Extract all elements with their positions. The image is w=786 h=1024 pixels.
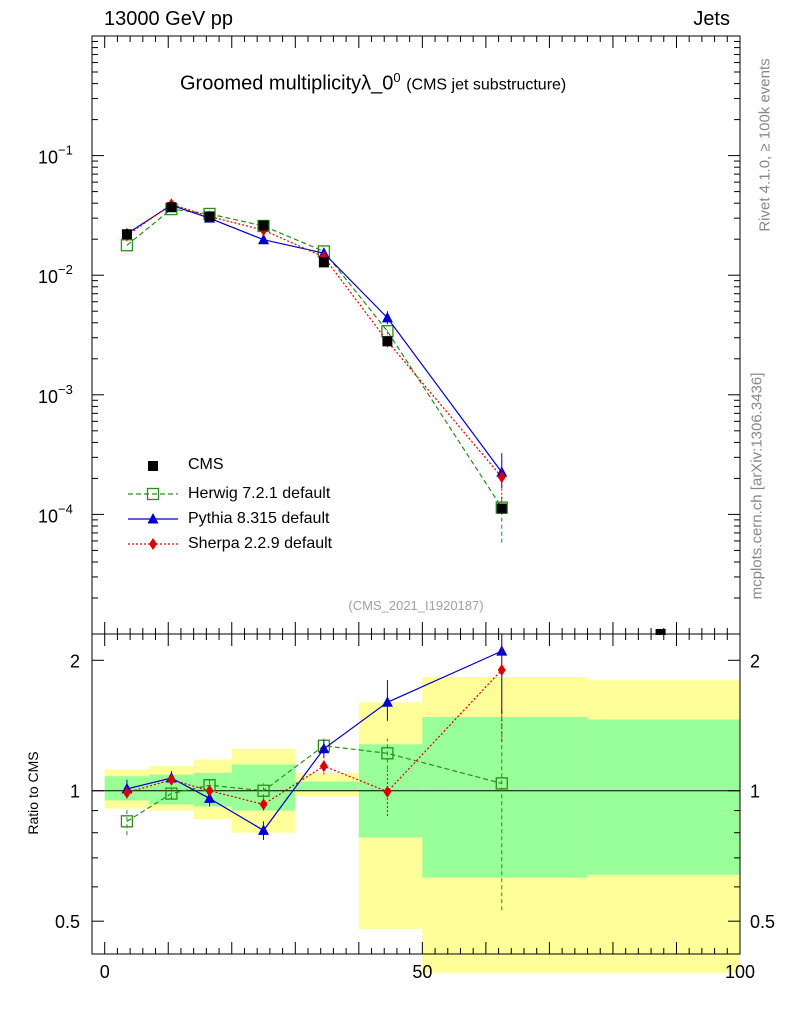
sherpa-marker xyxy=(383,785,392,798)
legend-label-sherpa: Sherpa 2.2.9 default xyxy=(188,535,333,552)
cms-marker xyxy=(121,229,132,240)
x-tick-label: 50 xyxy=(412,962,432,982)
y-tick-label-ratio: 1 xyxy=(70,782,80,802)
sherpa-marker xyxy=(497,663,506,676)
sherpa-marker xyxy=(122,786,131,799)
pythia-line xyxy=(126,204,503,473)
y-tick-label-ratio: 2 xyxy=(70,651,80,671)
pythia-marker xyxy=(381,311,393,323)
cms-marker xyxy=(382,336,393,347)
side-version-label: Rivet 4.1.0, ≥ 100k events xyxy=(756,58,774,232)
y-tick-label-main: 10−1 xyxy=(38,143,73,168)
analysis-id: (CMS_2021_I1920187) xyxy=(348,598,484,613)
y-tick-label-ratio: 2 xyxy=(750,651,760,671)
chart-title-main: Groomed multiplicityλ_0 xyxy=(180,72,394,95)
y-tick-label-ratio: 1 xyxy=(750,782,760,802)
herwig-marker xyxy=(257,784,270,797)
cms-series xyxy=(121,202,507,514)
cms-marker xyxy=(166,202,177,213)
herwig-marker xyxy=(146,487,160,501)
legend-label-pythia: Pythia 8.315 default xyxy=(188,510,330,527)
sherpa-marker xyxy=(167,773,176,786)
header-energy: 13000 GeV pp xyxy=(104,8,233,30)
ratio-band-inner xyxy=(295,781,359,791)
cms-marker xyxy=(318,257,329,268)
header-category: Jets xyxy=(693,8,730,30)
pythia-marker xyxy=(258,824,270,835)
chart-title-superscript: 0 xyxy=(393,70,401,85)
y-tick-label-ratio: 0.5 xyxy=(55,912,80,932)
cms-overflow-marker xyxy=(655,629,666,635)
sherpa-marker xyxy=(259,798,268,811)
sherpa-marker xyxy=(497,471,506,484)
ratio-axis-label: Ratio to CMS xyxy=(25,751,41,835)
y-tick-label-ratio: 0.5 xyxy=(750,912,775,932)
chart-title-sub: (CMS jet substructure) xyxy=(406,76,567,94)
herwig-marker xyxy=(120,815,134,828)
sherpa-marker xyxy=(205,784,214,797)
x-tick-label: 0 xyxy=(100,962,110,982)
side-url-label: mcplots.cern.ch [arXiv:1306.3436] xyxy=(748,372,766,600)
herwig-marker xyxy=(495,777,508,790)
sherpa-marker xyxy=(149,538,157,550)
pythia-series xyxy=(121,199,508,489)
y-tick-label-main: 10−2 xyxy=(38,262,73,287)
pythia-marker xyxy=(318,742,330,754)
ratio-band-inner xyxy=(422,716,588,878)
sherpa-line xyxy=(126,203,503,478)
pythia-marker xyxy=(381,696,393,707)
cms-marker xyxy=(258,220,269,231)
x-tick-label: 100 xyxy=(725,962,755,982)
pythia-marker xyxy=(147,513,159,524)
cms-marker xyxy=(496,503,507,514)
legend-symbol-cms xyxy=(148,461,158,471)
chart-title: Groomed multiplicityλ_00 (CMS jet substr… xyxy=(180,70,566,96)
y-tick-label-main: 10−4 xyxy=(38,501,73,526)
cms-marker xyxy=(204,211,215,222)
ratio-frame xyxy=(91,633,741,955)
herwig-line xyxy=(126,208,503,508)
pythia-marker xyxy=(496,645,508,656)
herwig-marker xyxy=(381,747,394,760)
sherpa-series xyxy=(122,198,506,503)
herwig-marker xyxy=(165,787,178,800)
pythia-marker xyxy=(258,233,270,245)
sherpa-marker xyxy=(319,760,328,773)
pythia-marker xyxy=(204,792,216,803)
sherpa-series xyxy=(122,634,506,816)
legend-label-cms: CMS xyxy=(188,456,224,473)
y-tick-label-main: 10−3 xyxy=(38,382,73,407)
legend-label-herwig: Herwig 7.2.1 default xyxy=(188,485,331,502)
ratio-band-inner xyxy=(587,719,740,875)
